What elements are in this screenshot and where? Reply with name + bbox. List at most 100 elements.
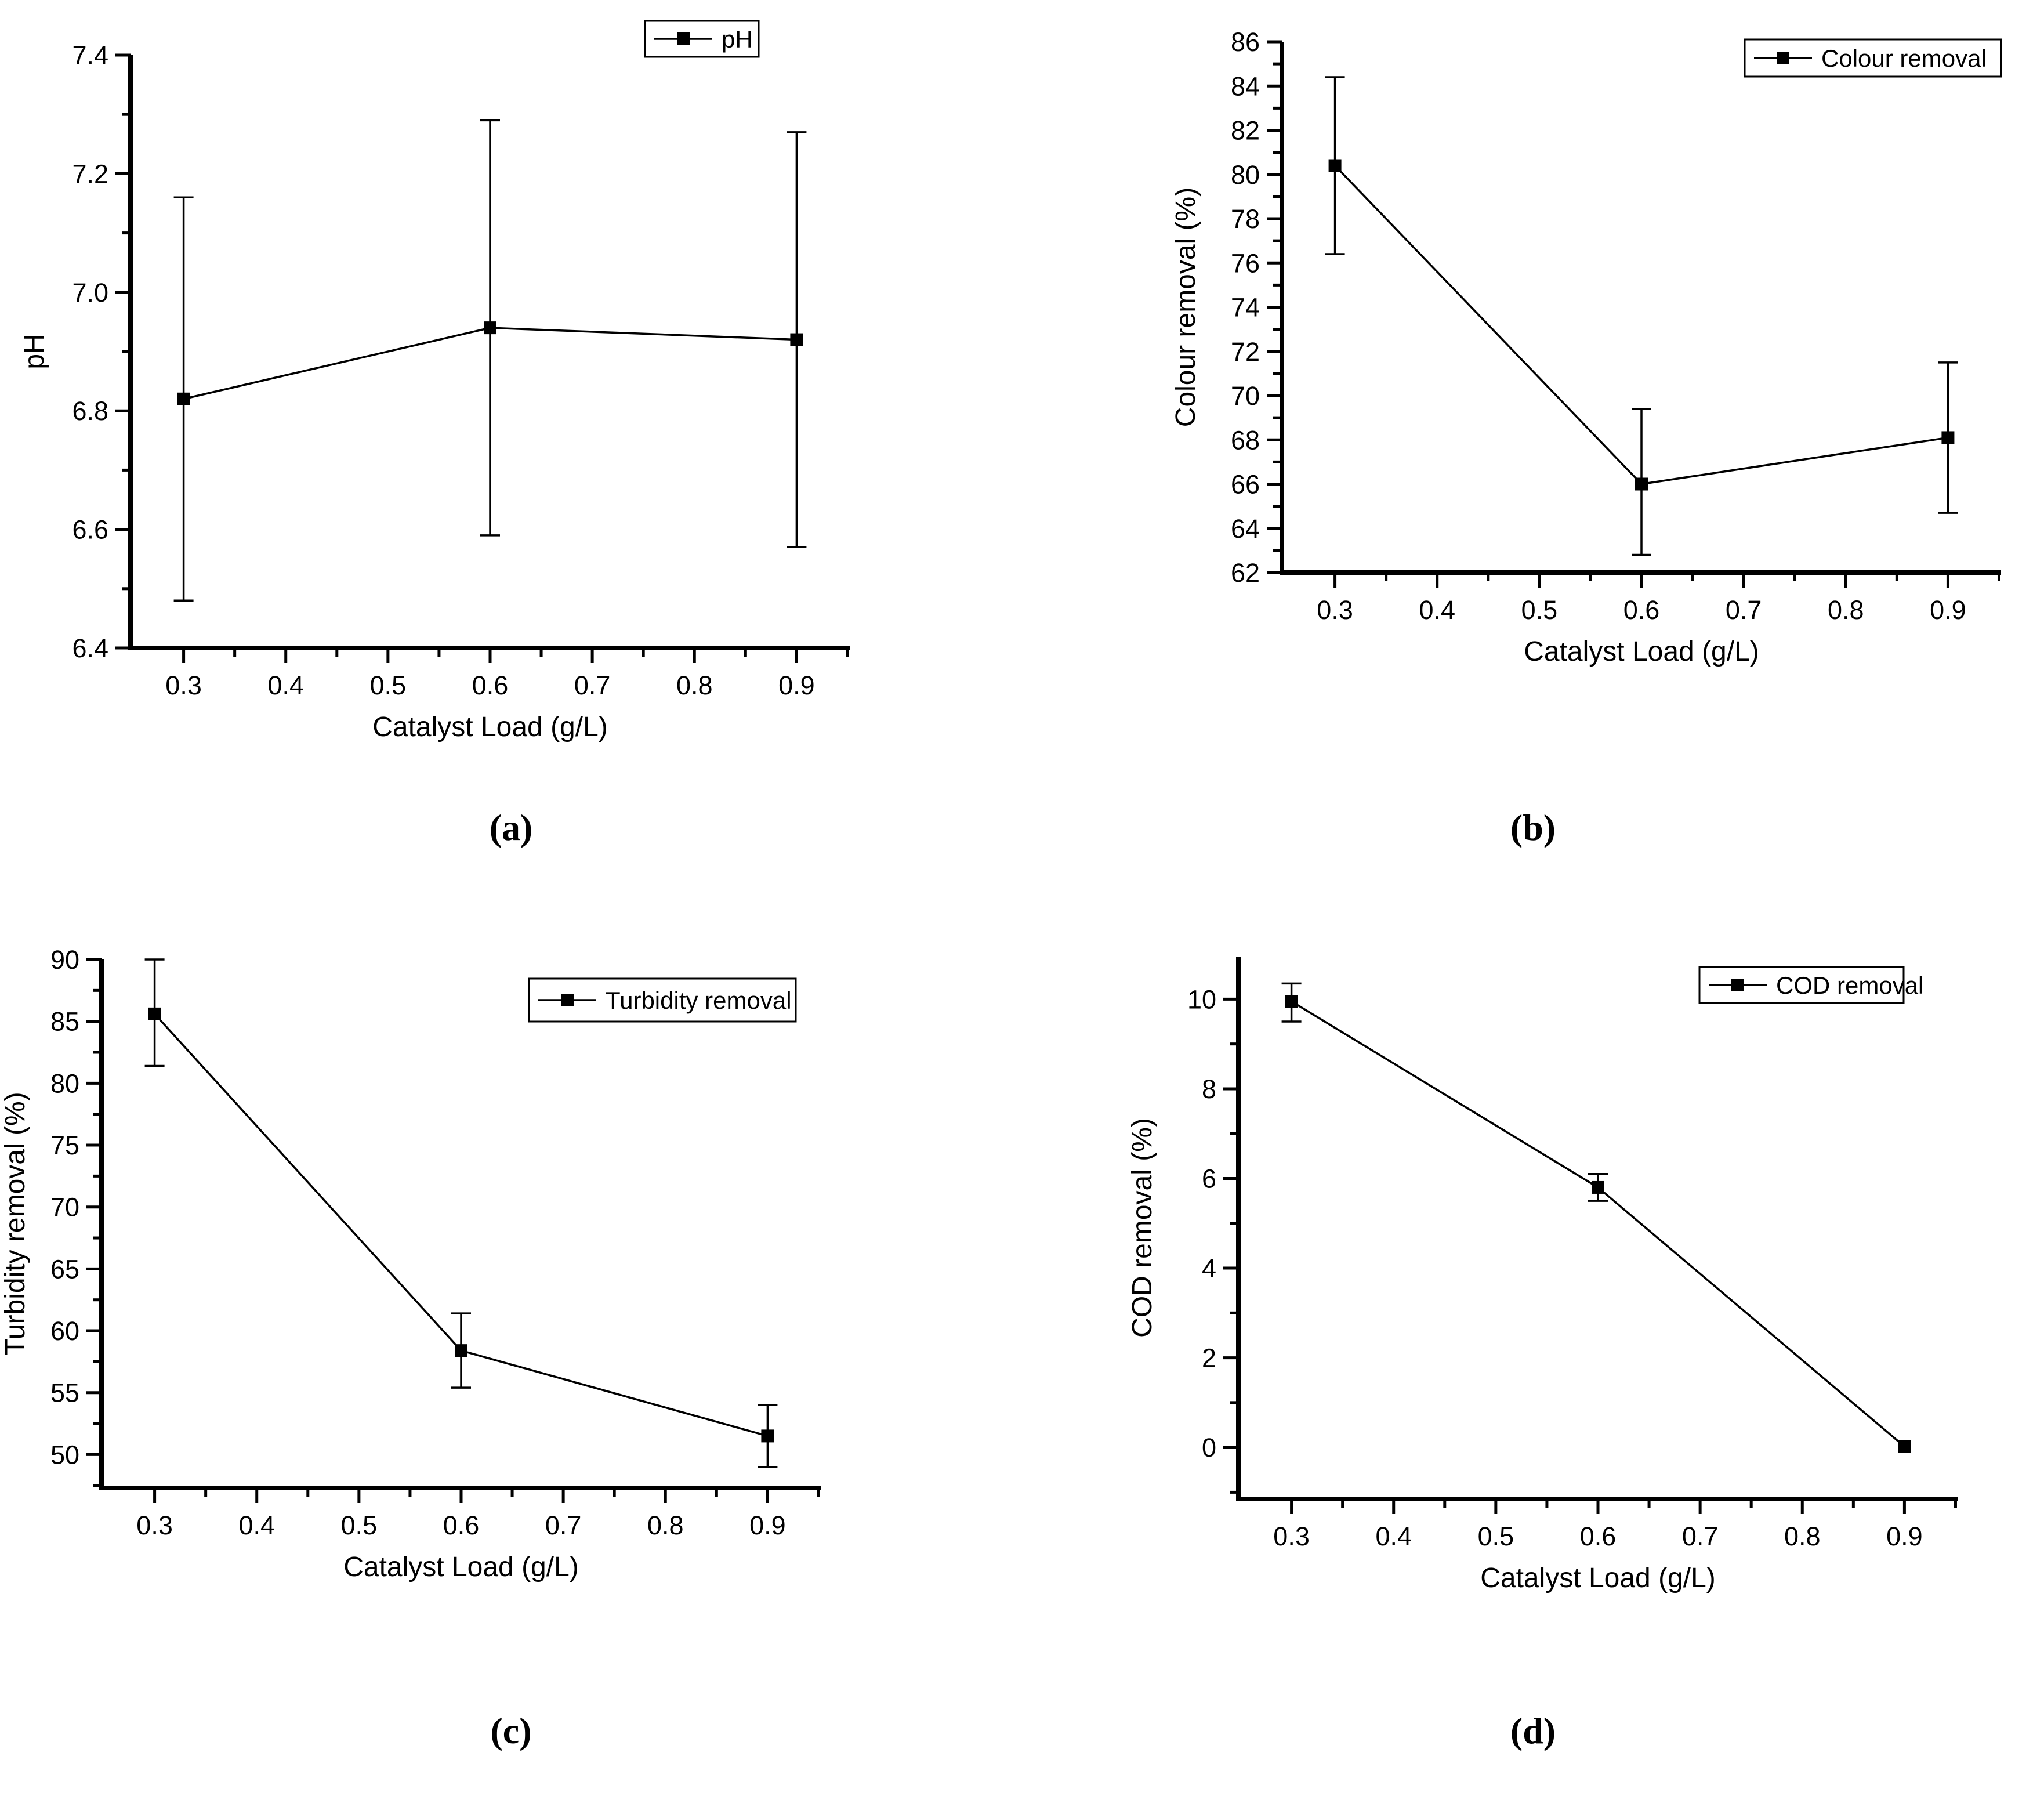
y-tick-label: 7.4: [72, 41, 108, 70]
y-tick-label: 78: [1231, 204, 1260, 234]
y-axis-title: Colour removal (%): [1170, 187, 1201, 427]
y-tick-label: 6: [1202, 1164, 1216, 1194]
legend-marker: [677, 32, 690, 45]
y-tick-label: 10: [1187, 984, 1216, 1014]
y-tick-label: 6.6: [72, 515, 108, 545]
y-tick-label: 4: [1202, 1254, 1216, 1283]
y-tick-label: 86: [1231, 27, 1260, 57]
panel-c: 0.3 0.4 0.5 0.6 0.7 0.8 0.9 50 55 60 65 70 75 80 85 90 C…: [0, 903, 1022, 1806]
x-axis-title: Catalyst Load (g/L): [1480, 1563, 1716, 1594]
data-point-marker: [484, 321, 496, 335]
x-tick-label: 0.6: [443, 1511, 480, 1540]
legend-label: pH: [722, 26, 753, 53]
x-tick-label: 0.4: [238, 1511, 275, 1540]
x-tick-label: 0.6: [472, 671, 509, 700]
axes-spines: [1236, 957, 1958, 1501]
caption-text: (a): [489, 807, 533, 848]
y-tick-label: 8: [1202, 1074, 1216, 1104]
y-axis-title: COD removal (%): [1127, 1118, 1158, 1338]
panel-caption-d: (d): [1022, 1652, 2044, 1806]
y-tick-label: 80: [1231, 160, 1260, 190]
caption-text: (b): [1510, 807, 1556, 848]
data-point-marker: [790, 333, 803, 346]
panel-caption-a: (a): [0, 748, 1022, 903]
chart-cod-removal: 0.3 0.4 0.5 0.6 0.7 0.8 0.9 0 2 4 6 8 10 Catalyst Loa…: [1022, 903, 2044, 1652]
data-point-marker: [1592, 1180, 1604, 1194]
x-tick-label: 0.8: [676, 671, 713, 700]
x-tick-label: 0.9: [1930, 595, 1966, 625]
y-tick-label: 55: [50, 1378, 79, 1408]
data-point-marker: [455, 1344, 467, 1357]
data-point-marker: [1635, 477, 1648, 491]
x-tick-label: 0.6: [1580, 1522, 1617, 1551]
data-point-marker: [1941, 431, 1955, 444]
y-axis-title: Turbidity removal (%): [0, 1092, 31, 1355]
axes-spines: [99, 959, 821, 1490]
y-tick-label: 74: [1231, 293, 1260, 323]
panel-caption-b: (b): [1022, 748, 2044, 903]
x-axis-title: Catalyst Load (g/L): [343, 1552, 579, 1583]
x-tick-label: 0.5: [1478, 1522, 1514, 1551]
x-tick-label: 0.4: [1375, 1522, 1412, 1551]
panel-b: 0.3 0.4 0.5 0.6 0.7 0.8 0.9 62 64 66 68 70 72 74 76 78 8…: [1022, 0, 2044, 903]
caption-text: (d): [1510, 1710, 1556, 1751]
y-tick-label: 7.0: [72, 278, 108, 307]
y-axis-title: pH: [19, 334, 50, 369]
panel-caption-c: (c): [0, 1652, 1022, 1806]
x-tick-label: 0.9: [778, 671, 815, 700]
x-tick-label: 0.6: [1623, 595, 1660, 625]
y-tick-label: 6.8: [72, 396, 108, 426]
y-tick-label: 70: [50, 1193, 79, 1222]
y-tick-label: 50: [50, 1440, 79, 1469]
y-tick-label: 84: [1231, 71, 1260, 101]
x-axis-title: Catalyst Load (g/L): [372, 712, 608, 743]
x-tick-label: 0.3: [165, 671, 202, 700]
y-tick-label: 62: [1231, 558, 1260, 588]
x-tick-label: 0.8: [1828, 595, 1864, 625]
y-tick-label: 90: [50, 945, 79, 975]
y-tick-label: 76: [1231, 248, 1260, 278]
y-tick-label: 75: [50, 1131, 79, 1160]
x-tick-label: 0.5: [1521, 595, 1558, 625]
data-point-marker: [148, 1007, 161, 1020]
x-axis-title: Catalyst Load (g/L): [1524, 636, 1759, 667]
x-tick-label: 0.3: [1273, 1522, 1310, 1551]
x-tick-label: 0.8: [1784, 1522, 1821, 1551]
x-tick-label: 0.3: [136, 1511, 173, 1540]
y-tick-label: 6.4: [72, 633, 108, 663]
y-tick-label: 60: [50, 1316, 79, 1346]
data-point-marker: [761, 1429, 774, 1443]
x-tick-label: 0.4: [267, 671, 304, 700]
x-tick-label: 0.8: [647, 1511, 684, 1540]
y-tick-label: 0: [1202, 1433, 1216, 1462]
x-tick-label: 0.4: [1419, 595, 1455, 625]
x-tick-label: 0.9: [1886, 1522, 1923, 1551]
data-point-marker: [177, 392, 190, 405]
x-tick-label: 0.7: [1682, 1522, 1719, 1551]
legend-label: Turbidity removal: [606, 987, 792, 1014]
y-tick-label: 65: [50, 1254, 79, 1284]
y-tick-label: 80: [50, 1069, 79, 1098]
panel-a: 0.3 0.4 0.5 0.6 0.7 0.8 0.9 6.4 6.6 6.8 7.0 7.2 7.4 C…: [0, 0, 1022, 903]
data-point-marker: [1328, 159, 1342, 172]
data-line: [1291, 1000, 1905, 1447]
x-tick-label: 0.3: [1317, 595, 1353, 625]
panel-d: 0.3 0.4 0.5 0.6 0.7 0.8 0.9 0 2 4 6 8 10 Catalyst Loa…: [1022, 903, 2044, 1806]
y-tick-label: 72: [1231, 337, 1260, 367]
y-tick-label: 7.2: [72, 159, 108, 189]
legend-label: Colour removal: [1821, 45, 1987, 72]
y-tick-label: 64: [1231, 514, 1260, 544]
legend-label: COD removal: [1776, 972, 1923, 999]
y-tick-label: 82: [1231, 116, 1260, 146]
chart-turbidity-removal: 0.3 0.4 0.5 0.6 0.7 0.8 0.9 50 55 60 65 70 75 80 85 90 C…: [0, 903, 1022, 1652]
y-tick-label: 85: [50, 1007, 79, 1037]
y-tick-label: 70: [1231, 381, 1260, 411]
x-tick-label: 0.5: [341, 1511, 378, 1540]
y-tick-label: 68: [1231, 425, 1260, 455]
caption-text: (c): [490, 1710, 532, 1751]
legend-marker: [561, 994, 574, 1006]
chart-ph: 0.3 0.4 0.5 0.6 0.7 0.8 0.9 6.4 6.6 6.8 7.0 7.2 7.4 C…: [0, 0, 1022, 748]
legend-marker: [1731, 979, 1744, 991]
x-tick-label: 0.7: [545, 1511, 582, 1540]
